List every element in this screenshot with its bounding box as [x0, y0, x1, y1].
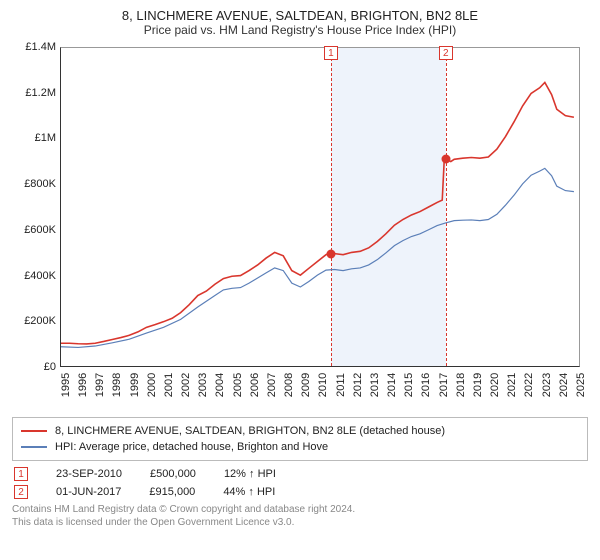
- sale-point-icon: [326, 249, 335, 258]
- plot: 12: [60, 47, 580, 367]
- y-axis-label: £1.4M: [12, 41, 56, 53]
- sales-list: 1 23-SEP-2010 £500,000 12% ↑ HPI 2 01-JUN-201…: [12, 467, 588, 499]
- arrow-up-icon: ↑: [248, 486, 254, 498]
- sale-price: £915,000: [149, 486, 195, 498]
- series-hpi: [61, 48, 579, 366]
- chart-area: 12 £0£200K£400K£600K£800K£1M£1.2M£1.4M19…: [12, 41, 588, 411]
- y-axis-label: £1.2M: [12, 87, 56, 99]
- chart-title: 8, LINCHMERE AVENUE, SALTDEAN, BRIGHTON,…: [12, 8, 588, 23]
- y-axis-label: £400K: [12, 270, 56, 282]
- sale-date: 01-JUN-2017: [56, 486, 121, 498]
- legend: 8, LINCHMERE AVENUE, SALTDEAN, BRIGHTON,…: [12, 417, 588, 461]
- sale-pct: 12% ↑ HPI: [224, 468, 276, 480]
- footer-line: Contains HM Land Registry data © Crown c…: [12, 503, 588, 516]
- sale-row: 2 01-JUN-2017 £915,000 44% ↑ HPI: [12, 485, 588, 499]
- arrow-up-icon: ↑: [249, 468, 255, 480]
- sale-price: £500,000: [150, 468, 196, 480]
- legend-label: 8, LINCHMERE AVENUE, SALTDEAN, BRIGHTON,…: [55, 423, 445, 439]
- x-axis-label: 2025: [575, 373, 600, 397]
- y-axis-label: £1M: [12, 132, 56, 144]
- legend-label: HPI: Average price, detached house, Brig…: [55, 439, 328, 455]
- y-axis-label: £800K: [12, 178, 56, 190]
- footer-line: This data is licensed under the Open Gov…: [12, 516, 588, 529]
- y-axis-label: £600K: [12, 224, 56, 236]
- legend-item: 8, LINCHMERE AVENUE, SALTDEAN, BRIGHTON,…: [21, 423, 579, 439]
- y-axis-label: £200K: [12, 315, 56, 327]
- y-axis-label: £0: [12, 361, 56, 373]
- sale-marker-box: 2: [14, 485, 28, 499]
- sale-marker-box: 1: [14, 467, 28, 481]
- chart-subtitle: Price paid vs. HM Land Registry's House …: [12, 23, 588, 37]
- footer: Contains HM Land Registry data © Crown c…: [12, 503, 588, 529]
- legend-swatch: [21, 446, 47, 448]
- sale-row: 1 23-SEP-2010 £500,000 12% ↑ HPI: [12, 467, 588, 481]
- legend-swatch: [21, 430, 47, 432]
- legend-item: HPI: Average price, detached house, Brig…: [21, 439, 579, 455]
- chart-container: 8, LINCHMERE AVENUE, SALTDEAN, BRIGHTON,…: [0, 0, 600, 535]
- sale-point-icon: [441, 154, 450, 163]
- sale-date: 23-SEP-2010: [56, 468, 122, 480]
- sale-pct: 44% ↑ HPI: [223, 486, 275, 498]
